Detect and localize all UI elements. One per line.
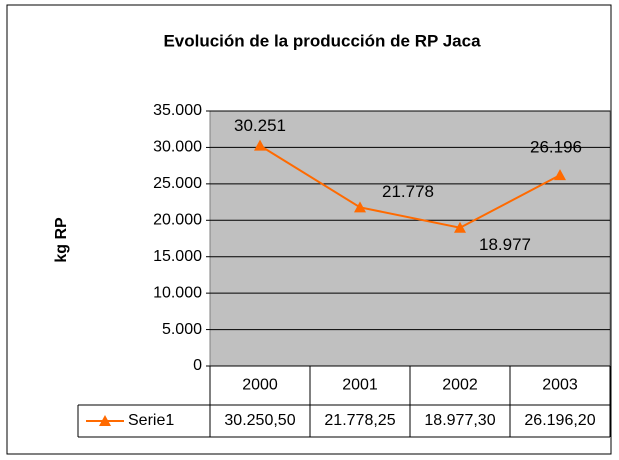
table-value: 26.196,20: [524, 412, 595, 429]
marker: [454, 221, 466, 233]
plot-area: [209, 110, 611, 367]
y-tick-label: 0: [193, 357, 202, 374]
x-tick-label: 2001: [342, 377, 378, 394]
table-value: 21.778,25: [324, 412, 395, 429]
x-tick-label: 2003: [542, 377, 578, 394]
table-value: 30.250,50: [224, 412, 295, 429]
table-value: 18.977,30: [424, 412, 495, 429]
y-axis-title: kg RP: [53, 217, 70, 263]
marker: [554, 169, 566, 181]
x-tick-label: 2002: [442, 377, 478, 394]
series-line: [259, 144, 561, 229]
y-tick-label: 30.000: [153, 139, 202, 156]
data-label: 18.977: [479, 235, 531, 254]
y-tick-label: 25.000: [153, 175, 202, 192]
y-tick-label: 35.000: [153, 102, 202, 119]
y-tick-label: 10.000: [153, 284, 202, 301]
y-tick-label: 20.000: [153, 212, 202, 229]
marker: [354, 201, 366, 213]
marker: [254, 139, 266, 151]
x-tick-label: 2000: [242, 377, 278, 394]
data-label: 21.778: [382, 182, 434, 201]
chart-title: Evolución de la producción de RP Jaca: [163, 31, 481, 50]
legend-marker: [99, 415, 111, 426]
legend-label: Serie1: [128, 412, 174, 429]
data-label: 26.196: [530, 138, 582, 157]
y-tick-label: 15.000: [153, 248, 202, 265]
data-label: 30.251: [234, 116, 286, 135]
y-tick-label: 5.000: [162, 321, 202, 338]
